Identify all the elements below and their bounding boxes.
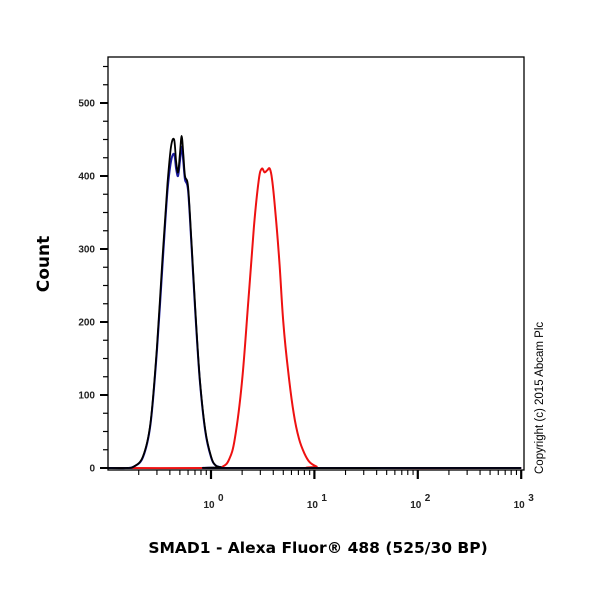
y-tick-label: 100 <box>78 391 95 402</box>
x-tick-label: 10 <box>410 500 422 511</box>
series-line-isotype-control <box>107 135 522 469</box>
x-tick-exponent: 1 <box>321 493 327 504</box>
x-tick-exponent: 3 <box>528 493 534 504</box>
y-tick-label: 0 <box>89 464 95 475</box>
x-tick-exponent: 2 <box>425 493 431 504</box>
y-tick-label: 200 <box>78 318 95 329</box>
y-tick-label: 500 <box>78 99 95 110</box>
x-tick-label: 10 <box>203 500 215 511</box>
y-tick-label: 300 <box>78 245 95 256</box>
series-line-smad1-antibody <box>107 167 522 470</box>
x-tick-exponent: 0 <box>218 493 224 504</box>
x-axis-label: SMAD1 - Alexa Fluor® 488 (525/30 BP) <box>148 539 487 557</box>
y-axis: 0 100 200 300 400 500 <box>78 65 108 475</box>
y-axis-label: Count <box>34 236 54 293</box>
y-tick-label: 400 <box>78 172 95 183</box>
series-layer <box>107 135 522 470</box>
series-line-unlabelled-control <box>107 145 522 470</box>
copyright-annotation: Copyright (c) 2015 Abcam Plc <box>534 322 546 474</box>
x-tick-label: 10 <box>307 500 319 511</box>
plot-frame <box>107 56 525 471</box>
x-tick-label: 10 <box>514 500 526 511</box>
